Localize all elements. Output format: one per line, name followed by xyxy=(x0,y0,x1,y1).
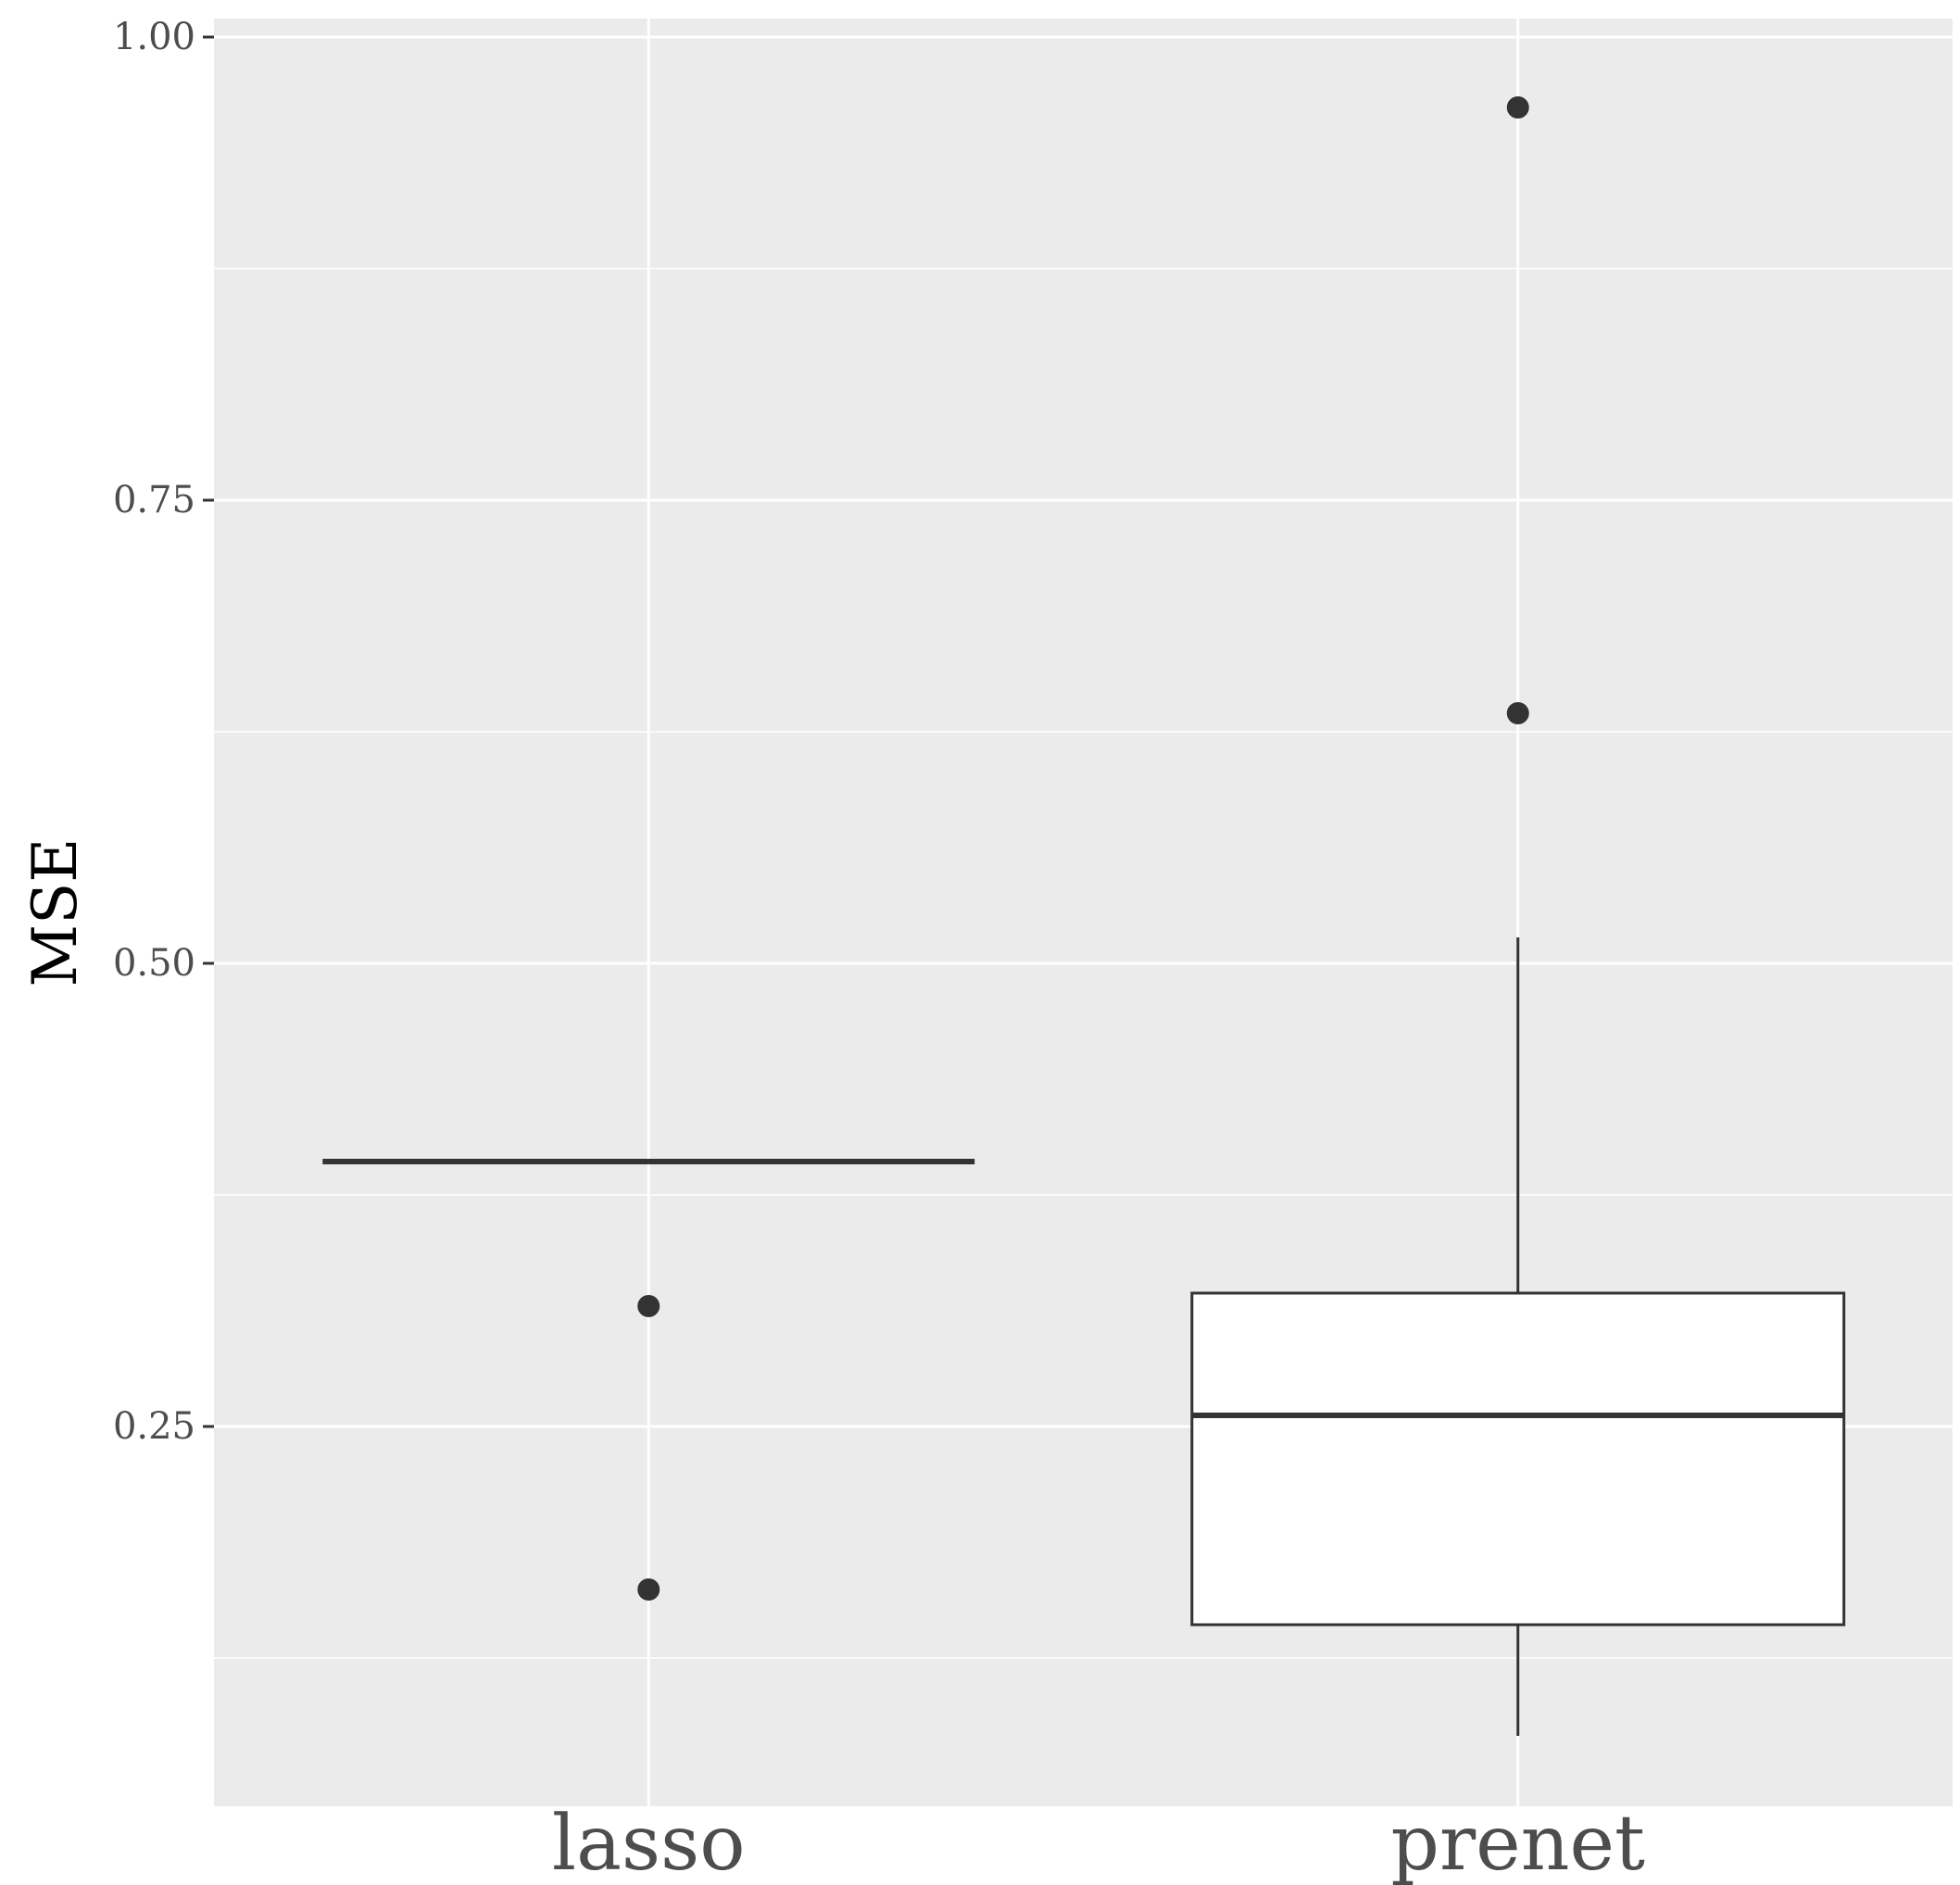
y-tick-label: 0.75 xyxy=(113,479,195,522)
y-axis: 0.25 0.50 0.75 1.00 xyxy=(113,16,214,1448)
y-axis-title: MSE xyxy=(19,838,91,987)
box-iqr xyxy=(1190,1291,1846,1627)
y-tick-label: 1.00 xyxy=(113,16,195,58)
box-lasso xyxy=(322,1159,975,1601)
box-prenet xyxy=(1190,96,1846,1736)
outlier-point xyxy=(1506,96,1529,119)
outlier-point xyxy=(1506,702,1529,724)
x-category-label: prenet xyxy=(1390,1800,1645,1885)
outlier-point xyxy=(637,1295,660,1317)
x-category-label: lasso xyxy=(552,1800,746,1885)
box-layer xyxy=(322,96,1846,1736)
outlier-point xyxy=(637,1578,660,1601)
x-axis: lasso prenet xyxy=(552,1800,1645,1885)
y-tick-label: 0.50 xyxy=(113,942,195,985)
y-tick-label: 0.25 xyxy=(113,1405,195,1448)
